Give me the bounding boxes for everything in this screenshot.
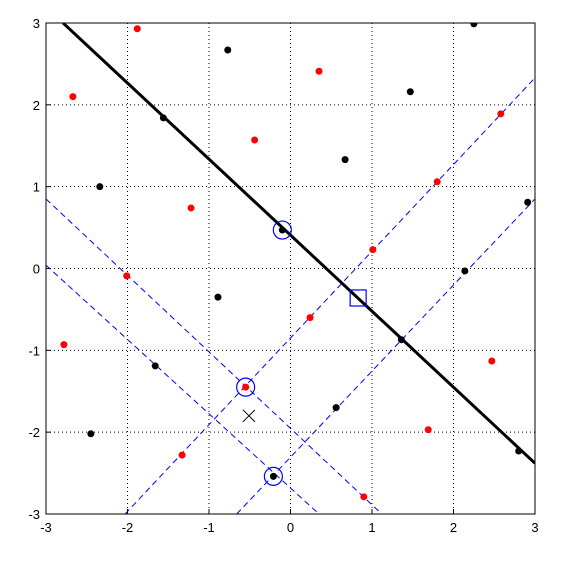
y-tick-label: 3 [33, 16, 40, 31]
point [515, 447, 523, 455]
point [369, 246, 377, 254]
point [214, 293, 222, 301]
margin-line [46, 198, 383, 514]
point [461, 267, 469, 275]
axes-box [45, 22, 536, 515]
point [159, 114, 167, 122]
boundary-line [62, 23, 535, 465]
point [397, 336, 405, 344]
y-tick-label: 2 [33, 98, 40, 113]
x-tick-label: -3 [40, 520, 52, 535]
x-tick-label: 2 [450, 520, 457, 535]
point [69, 93, 77, 101]
point [60, 341, 68, 349]
point [224, 46, 232, 54]
point [87, 430, 95, 438]
y-tick-label: -3 [28, 507, 40, 522]
point [524, 198, 532, 206]
y-tick-label: 1 [33, 180, 40, 195]
circle-marker [272, 220, 292, 240]
point [151, 362, 159, 370]
x-tick-label: -2 [122, 520, 134, 535]
point [406, 88, 414, 96]
y-tick-label: 0 [33, 262, 40, 277]
y-tick-label: -2 [28, 425, 40, 440]
point [488, 357, 496, 365]
point [242, 383, 250, 391]
x-tick-label: 0 [287, 520, 294, 535]
x-tick-label: 3 [531, 520, 538, 535]
point [424, 426, 432, 434]
margin-line [46, 264, 320, 514]
x-tick-label: -1 [203, 520, 215, 535]
point [178, 451, 186, 459]
x-marker [242, 409, 256, 423]
circle-marker [236, 377, 256, 397]
point [306, 314, 314, 322]
point [251, 136, 259, 144]
point [341, 156, 349, 164]
point [269, 472, 277, 480]
point [315, 67, 323, 75]
y-tick-label: -1 [28, 343, 40, 358]
point [96, 183, 104, 191]
point [433, 178, 441, 186]
point [133, 25, 141, 33]
margin-line [236, 198, 535, 514]
square-marker [349, 289, 367, 307]
point [123, 272, 131, 280]
point [497, 110, 505, 118]
tick-labels: -3 -2 -1 0 1 2 3 -3 -2 -1 0 1 2 3 [28, 16, 538, 535]
point [278, 226, 286, 234]
x-tick-label: 1 [368, 520, 375, 535]
circle-marker [263, 466, 283, 486]
plot-area [46, 23, 535, 514]
point [187, 204, 195, 212]
point [470, 23, 478, 28]
point [332, 404, 340, 412]
point [360, 493, 368, 501]
